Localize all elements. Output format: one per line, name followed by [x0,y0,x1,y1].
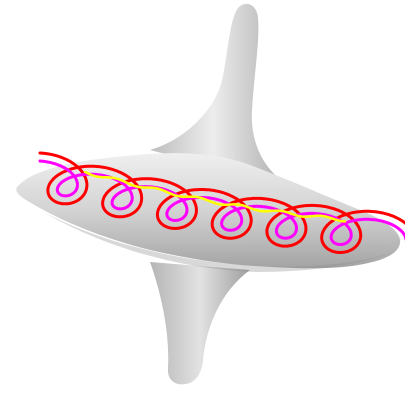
surface [16,3,401,385]
surface-mesh-overlay [16,153,401,269]
surface-bottom-spike [150,262,250,385]
surface-rim-shadow [40,210,392,272]
curve-inner [83,170,347,223]
surface-top-spike [150,3,290,187]
curve-outer [38,151,405,254]
